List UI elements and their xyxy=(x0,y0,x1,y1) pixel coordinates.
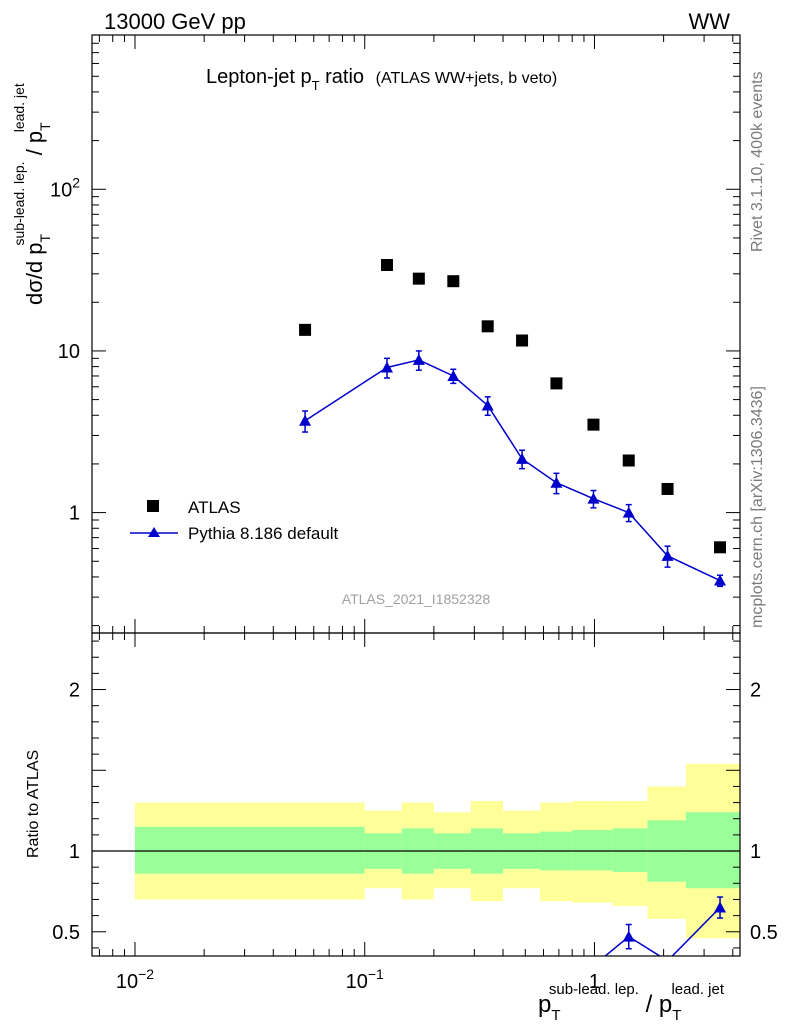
x-tick-label: 10−1 xyxy=(346,966,384,993)
ratio-band-inner xyxy=(572,830,613,871)
atlas-data-point xyxy=(661,482,674,495)
ratio-plot-frame xyxy=(91,632,741,957)
pythia-data-point xyxy=(714,574,727,586)
main-plot-frame xyxy=(91,34,741,634)
x-tick-label: 10−2 xyxy=(116,966,154,993)
atlas-data-point xyxy=(622,454,635,467)
pythia-data-point xyxy=(299,414,312,426)
pythia-data-point xyxy=(622,506,635,518)
atlas-data-point xyxy=(481,320,494,333)
main-y-tick-label: 10 xyxy=(58,341,80,363)
tick-labels: 10−2 10−1 1 1 10 102 0.5 0.5 1 1 2 2 xyxy=(50,174,778,993)
legend-marker-pythia xyxy=(148,527,160,537)
main-y-tick-label: 1 xyxy=(69,503,80,525)
x-tick-label: 1 xyxy=(589,971,600,993)
plot-title: Lepton-jet pT ratio (ATLAS WW+jets, b ve… xyxy=(206,66,557,93)
ratio-y-axis-label: Ratio to ATLAS xyxy=(25,750,42,858)
pythia-data-point xyxy=(587,492,600,504)
legend-label-pythia: Pythia 8.186 default xyxy=(188,524,339,543)
ratio-y-tick-label-left: 2 xyxy=(69,680,80,702)
pythia-data-point xyxy=(447,369,460,381)
plot-title-small: (ATLAS WW+jets, b veto) xyxy=(376,70,558,87)
atlas-data-point xyxy=(447,275,460,288)
ratio-y-tick-label-right: 2 xyxy=(750,680,761,702)
atlas-data-point xyxy=(380,259,393,272)
pythia-data-point xyxy=(516,452,529,464)
ratio-y-tick-label-left: 0.5 xyxy=(52,922,80,944)
ratio-bands-layer xyxy=(92,763,740,971)
atlas-data-point xyxy=(516,334,529,347)
ratio-pythia-point xyxy=(622,930,635,942)
ratio-band-inner xyxy=(612,828,648,873)
side-text-top: Rivet 3.1.10, 400k events xyxy=(749,71,766,252)
ratio-band-inner xyxy=(685,812,740,889)
ratio-band-inner xyxy=(134,826,365,874)
plot-title-sub: T xyxy=(312,78,320,93)
tick-marks xyxy=(92,34,740,956)
ratio-y-tick-label-right: 0.5 xyxy=(750,922,778,944)
ratio-pythia-point xyxy=(714,901,727,913)
atlas-data-point xyxy=(550,377,563,390)
legend: ATLAS Pythia 8.186 default xyxy=(130,498,339,543)
side-text-bottom: mcplots.cern.ch [arXiv:1306.3436] xyxy=(749,386,766,628)
main-y-axis-label: dσ/d pTsub-lead. lep. / pTlead. jet xyxy=(11,83,53,305)
main-y-tick-label: 102 xyxy=(50,174,80,201)
x-axis-label: pTsub-lead. lep. / pTlead. jet xyxy=(538,981,725,1024)
header-left: 13000 GeV pp xyxy=(104,9,246,34)
pythia-data-point xyxy=(412,353,425,365)
atlas-data-point xyxy=(412,272,425,285)
ratio-pythia-point xyxy=(587,960,599,971)
pythia-data-point xyxy=(380,361,393,373)
ratio-pythia-line xyxy=(604,907,721,956)
plot-title-tail: ratio xyxy=(320,66,364,88)
main-bands-layer xyxy=(299,259,727,588)
pythia-data-point xyxy=(550,476,563,488)
atlas-data-point xyxy=(714,541,727,554)
header-right: WW xyxy=(688,9,730,34)
legend-marker-atlas xyxy=(147,500,159,512)
ratio-y-tick-label-right: 1 xyxy=(750,841,761,863)
legend-label-atlas: ATLAS xyxy=(188,498,241,517)
ratio-y-tick-label-left: 1 xyxy=(69,841,80,863)
pythia-data-point xyxy=(661,549,674,561)
analysis-watermark: ATLAS_2021_I1852328 xyxy=(342,591,491,607)
atlas-data-point xyxy=(587,418,600,431)
atlas-data-point xyxy=(299,323,312,336)
pythia-data-point xyxy=(481,399,494,411)
pythia-series-line xyxy=(304,359,721,582)
plot-title-main: Lepton-jet p xyxy=(206,66,312,88)
